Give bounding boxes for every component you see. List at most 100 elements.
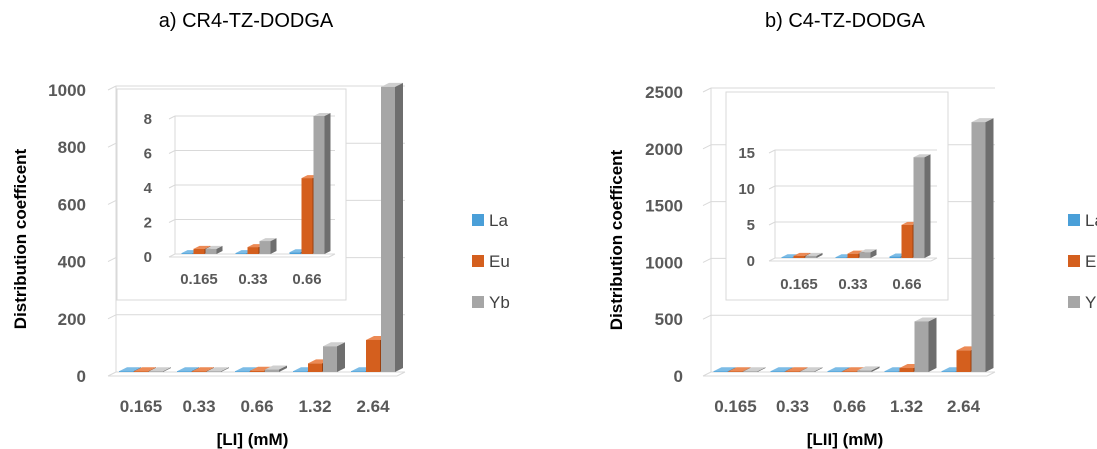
gridline-side — [107, 142, 117, 148]
y-tick-label: 4 — [144, 180, 153, 197]
bar-front — [247, 247, 259, 254]
y-tick-label: 200 — [58, 310, 86, 329]
bar-front — [250, 370, 264, 372]
bar-front — [800, 371, 815, 372]
gridline-side — [768, 185, 776, 190]
y-tick-label: 1000 — [645, 253, 683, 272]
legend-swatch — [1068, 214, 1080, 226]
y-tick-label: 2 — [144, 215, 152, 232]
gridline-side — [702, 371, 712, 377]
bar-top — [800, 367, 823, 372]
gridline-side — [168, 184, 176, 189]
gridline-side — [768, 149, 776, 154]
bar-side — [324, 113, 331, 254]
bar-front — [351, 371, 365, 372]
y-tick-label: 500 — [655, 310, 683, 329]
bar-front — [713, 371, 728, 372]
bar-front — [847, 253, 859, 258]
bar-front — [785, 371, 800, 372]
gridline-side — [168, 115, 176, 120]
bar-front — [134, 371, 148, 372]
bar-front — [889, 256, 901, 258]
y-tick-label: 1000 — [48, 81, 86, 100]
bar-front — [857, 370, 872, 372]
legend-swatch — [1068, 255, 1080, 267]
gridline-side — [702, 87, 712, 93]
x-tick-label: 0.33 — [838, 276, 867, 293]
bar-yb-0_66 — [857, 366, 880, 372]
bar-front — [827, 371, 842, 372]
bar-front — [207, 371, 221, 372]
bar-front — [913, 157, 925, 258]
legend-item-eu: Eu — [472, 252, 510, 271]
bar-yb-0_33 — [859, 249, 877, 258]
bar-top — [259, 238, 277, 242]
floor-right-edge — [930, 257, 938, 262]
bar-front — [914, 321, 929, 372]
x-tick-label: 0.66 — [240, 397, 273, 416]
floor-right-edge — [396, 371, 406, 377]
x-tick-label: 0.165 — [120, 397, 163, 416]
bar-top — [914, 317, 937, 322]
y-tick-label: 15 — [738, 145, 755, 162]
y-tick-label: 800 — [58, 138, 86, 157]
bar-top — [785, 367, 808, 372]
bar-yb-0_66 — [913, 154, 931, 258]
gridline-side — [107, 85, 117, 91]
y-axis-label: Distribution coefficent — [11, 148, 30, 329]
x-tick-label: 0.33 — [182, 397, 215, 416]
x-tick-label: 0.165 — [714, 397, 757, 416]
gridline-side — [168, 219, 176, 223]
bar-yb-0_33 — [207, 367, 229, 372]
floor-right-edge — [328, 253, 336, 258]
bar-front — [956, 350, 971, 372]
legend-label: Yb — [489, 293, 510, 312]
bar-front — [205, 248, 217, 254]
y-tick-label: 5 — [747, 217, 755, 234]
legend-swatch — [472, 214, 484, 226]
bar-top — [847, 250, 865, 254]
x-tick-label: 1.32 — [298, 397, 331, 416]
bar-side — [816, 252, 823, 258]
y-axis-label: Distribution coefficent — [607, 149, 626, 330]
bar-yb-0_33 — [800, 367, 823, 372]
bar-top — [193, 245, 211, 249]
legend-item-yb: Yb — [1068, 293, 1097, 312]
x-tick-label: 2.64 — [356, 397, 390, 416]
bar-side — [871, 366, 880, 372]
bar-yb-1_32 — [323, 342, 345, 372]
legend-item-eu: Eu — [1068, 252, 1097, 271]
legend-swatch — [472, 255, 484, 267]
bar-front — [313, 116, 325, 254]
bar-side — [814, 367, 823, 372]
legend-label: Eu — [489, 252, 510, 271]
gridline-side — [107, 199, 117, 205]
inset-chart-a: 0 2 4 6 8 0.165 0.33 0.66 — [116, 88, 347, 301]
bar-front — [381, 86, 395, 372]
bar-front — [181, 253, 193, 254]
chart-title: b) C4-TZ-DODGA — [765, 10, 926, 32]
x-axis-label: [LII] (mM) — [807, 430, 883, 449]
legend-label: La — [489, 211, 508, 230]
gridline-side — [107, 371, 117, 377]
bar-yb-2_64 — [971, 118, 994, 372]
gridline-side — [702, 201, 712, 207]
bar-top — [827, 367, 850, 372]
y-tick-label: 400 — [58, 253, 86, 272]
bar-top — [313, 113, 331, 116]
bar-front — [149, 371, 163, 372]
x-tick-label: 0.165 — [780, 276, 818, 293]
bar-side — [870, 249, 877, 258]
legend-item-la: La — [1068, 211, 1097, 230]
bar-yb-0_66 — [265, 365, 287, 372]
x-tick-label: 1.32 — [890, 397, 923, 416]
bar-top — [265, 365, 287, 370]
bar-front — [743, 371, 758, 372]
floor-right-edge — [986, 371, 996, 377]
gridline-side — [168, 150, 176, 154]
bar-front — [901, 224, 913, 258]
bar-front — [842, 371, 857, 372]
bar-top — [381, 82, 403, 87]
bar-yb-0_66 — [313, 113, 331, 254]
bar-front — [235, 253, 247, 254]
